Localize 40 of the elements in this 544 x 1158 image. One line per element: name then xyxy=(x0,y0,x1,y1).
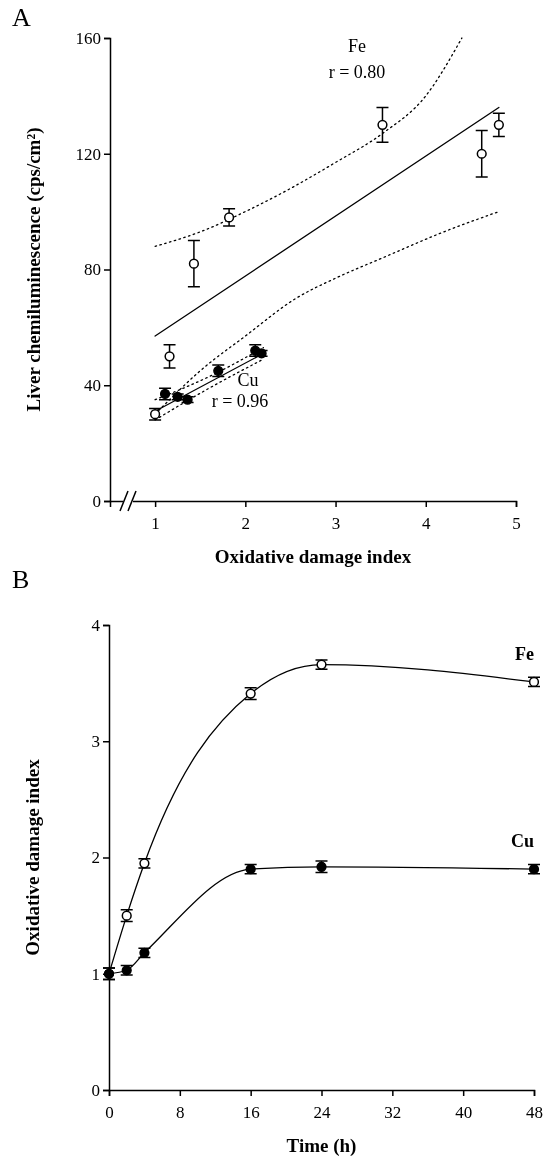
annotation: Fe xyxy=(348,36,367,56)
x-tick-label: 1 xyxy=(151,513,160,533)
x-tick-label: 3 xyxy=(331,513,341,533)
y-tick-label: 2 xyxy=(91,848,100,868)
y-axis-title: Oxidative damage index xyxy=(22,758,43,956)
y-tick-label: 160 xyxy=(75,28,101,48)
x-tick-label: 4 xyxy=(422,513,432,533)
point xyxy=(164,351,175,362)
x-tick-label: 8 xyxy=(176,1102,185,1122)
y-tick-label: 0 xyxy=(91,1080,100,1100)
x-tick-label: 2 xyxy=(241,513,251,533)
series-label: Fe xyxy=(515,643,535,664)
line-series xyxy=(154,37,463,247)
chart-title: B xyxy=(12,565,30,594)
y-tick-label: 80 xyxy=(84,260,101,280)
point xyxy=(493,119,504,130)
x-tick-label: 48 xyxy=(526,1102,543,1122)
annotation: Cu xyxy=(237,370,259,390)
x-tick-label: 16 xyxy=(242,1102,260,1122)
point xyxy=(476,148,487,159)
y-axis-title: Liver chemiluminescence (cps/cm²) xyxy=(23,127,45,412)
x-axis-title: Oxidative damage index xyxy=(214,546,412,567)
x-tick-label: 32 xyxy=(384,1102,402,1122)
point xyxy=(377,119,388,130)
annotation: r = 0.80 xyxy=(328,62,386,82)
x-tick-label: 5 xyxy=(512,513,521,533)
y-tick-label: 3 xyxy=(91,732,100,752)
y-tick-label: 40 xyxy=(84,376,101,396)
y-tick-label: 1 xyxy=(91,964,100,984)
x-tick-label: 40 xyxy=(455,1102,473,1122)
x-tick-label: 0 xyxy=(105,1102,114,1122)
chart-title: A xyxy=(12,3,31,32)
y-tick-label: 0 xyxy=(92,491,101,511)
point xyxy=(188,258,200,269)
series-label: Cu xyxy=(510,831,534,852)
x-axis-title: Time (h) xyxy=(286,1135,357,1157)
y-tick-label: 4 xyxy=(91,615,101,635)
y-tick-label: 120 xyxy=(75,144,101,164)
x-tick-label: 24 xyxy=(313,1102,331,1122)
annotation: r = 0.96 xyxy=(211,391,269,411)
